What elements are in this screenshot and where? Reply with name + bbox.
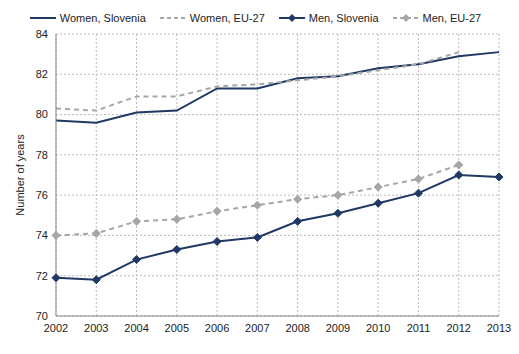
svg-text:82: 82 <box>36 68 48 80</box>
svg-text:2013: 2013 <box>487 322 511 334</box>
svg-text:2006: 2006 <box>205 322 229 334</box>
svg-text:76: 76 <box>36 189 48 201</box>
svg-text:2007: 2007 <box>245 322 269 334</box>
svg-text:2005: 2005 <box>165 322 189 334</box>
svg-text:2003: 2003 <box>84 322 108 334</box>
html-text:Women, Slovenia: Women, Slovenia <box>59 12 146 24</box>
svg-text:2010: 2010 <box>366 322 390 334</box>
svg-text:84: 84 <box>36 28 48 40</box>
svg-text:74: 74 <box>36 229 48 241</box>
svg-text:70: 70 <box>36 310 48 322</box>
svg-text:2012: 2012 <box>446 322 470 334</box>
svg-text:72: 72 <box>36 270 48 282</box>
svg-text:2009: 2009 <box>326 322 350 334</box>
svg-text:2008: 2008 <box>285 322 309 334</box>
svg-text:2011: 2011 <box>407 322 431 334</box>
svg-text:2002: 2002 <box>44 322 68 334</box>
svg-text:78: 78 <box>36 149 48 161</box>
html-text:Men, EU-27: Men, EU-27 <box>422 12 482 24</box>
svg-text:Number of years: Number of years <box>14 134 26 216</box>
html-text:Men, Slovenia: Men, Slovenia <box>308 12 379 24</box>
svg-text:2004: 2004 <box>124 322 148 334</box>
html-text:Women, EU-27: Women, EU-27 <box>189 12 265 24</box>
svg-text:80: 80 <box>36 108 48 120</box>
